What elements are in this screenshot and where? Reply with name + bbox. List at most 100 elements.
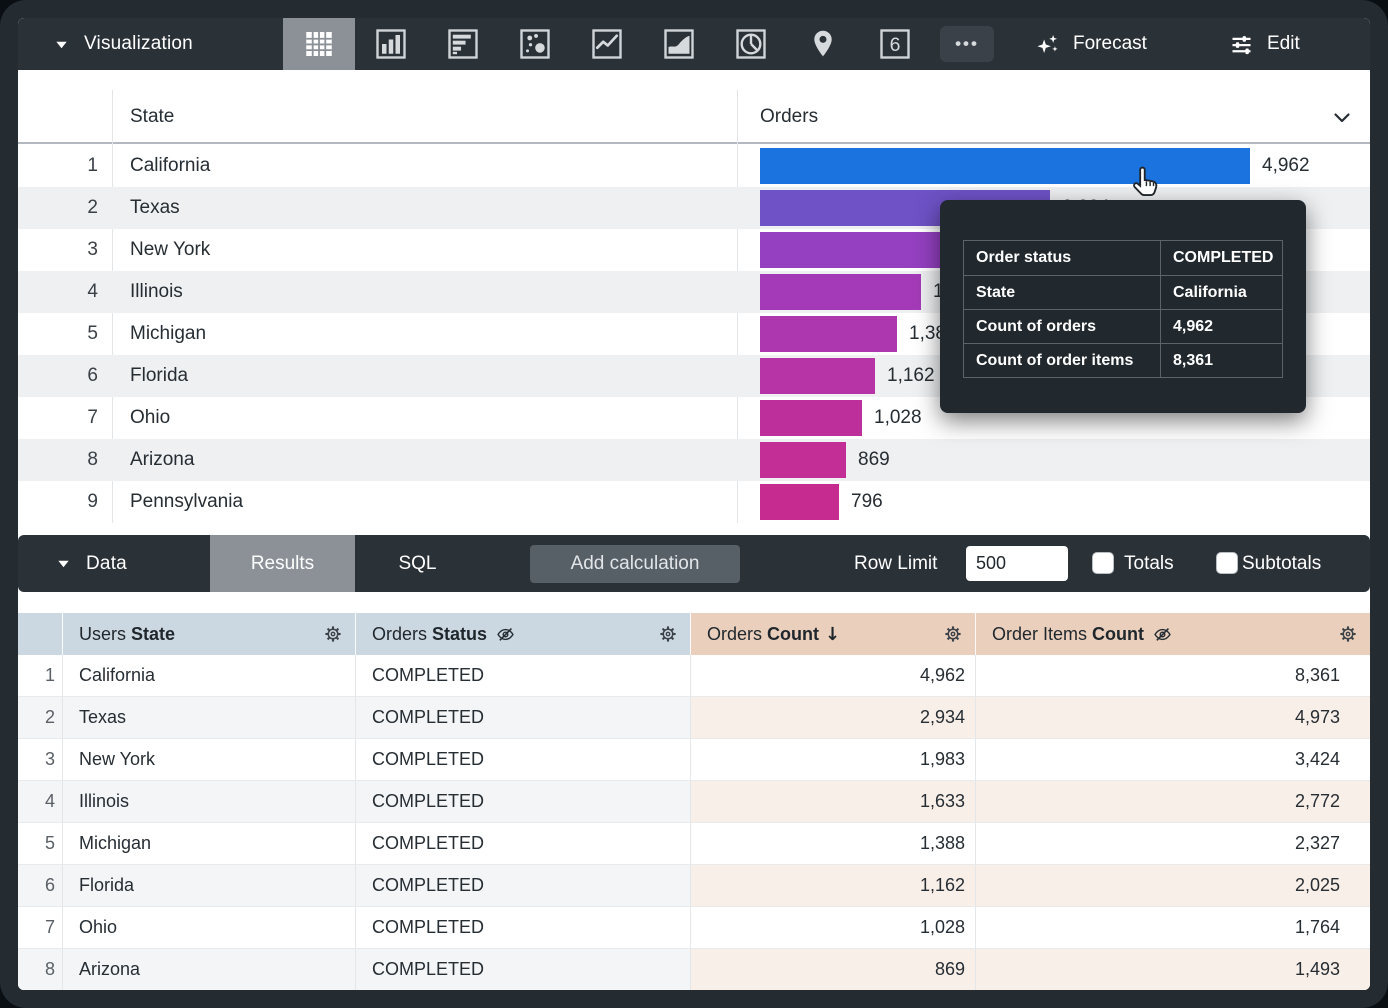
row-number: 8	[18, 949, 62, 990]
column-header-order-items-count[interactable]: Order Items Count	[975, 613, 1370, 655]
tooltip-row: State California	[964, 275, 1282, 309]
cell-orders-count: 1,028	[690, 907, 975, 949]
forecast-label: Forecast	[1073, 33, 1147, 54]
tooltip-label: State	[976, 284, 1016, 301]
state-label: Michigan	[130, 323, 207, 344]
cell-order-items-count: 8,361	[975, 655, 1370, 697]
chart-row-ohio: 7 Ohio 1,028	[18, 397, 1370, 439]
forecast-button[interactable]: Forecast	[1034, 18, 1147, 70]
row-number: 6	[87, 365, 98, 386]
add-calculation-button[interactable]: Add calculation	[530, 545, 740, 583]
visualization-panel-toggle[interactable]: Visualization	[18, 18, 193, 70]
table-row-california: 1 California COMPLETED 4,962 8,361	[18, 655, 1370, 697]
orders-bar[interactable]	[760, 232, 956, 268]
viz-tab-single-value-chart[interactable]: 6	[859, 18, 931, 70]
orders-bar[interactable]	[760, 316, 897, 352]
state-label: Florida	[130, 365, 189, 386]
header-field: Count	[1092, 623, 1145, 644]
viz-tab-area-chart[interactable]	[643, 18, 715, 70]
cell-orders-count: 1,162	[690, 865, 975, 907]
orders-bar[interactable]	[760, 148, 1250, 184]
orders-bar[interactable]	[760, 400, 862, 436]
edit-button[interactable]: Edit	[1228, 18, 1300, 70]
row-number: 2	[87, 197, 98, 218]
tooltip-row: Count of orders 4,962	[964, 309, 1282, 343]
subtotals-checkbox[interactable]	[1216, 552, 1238, 574]
data-panel-title: Data	[86, 552, 127, 574]
header-prefix: Orders	[372, 623, 428, 644]
orders-bar[interactable]	[760, 484, 839, 520]
cell-orders-status: COMPLETED	[355, 739, 690, 781]
table-row-new-york: 3 New York COMPLETED 1,983 3,424	[18, 739, 1370, 781]
cell-orders-status: COMPLETED	[355, 697, 690, 739]
viz-tab-pie-chart[interactable]	[715, 18, 787, 70]
caret-down-icon	[56, 41, 67, 48]
row-number: 3	[18, 739, 62, 781]
cell-order-items-count: 3,424	[975, 739, 1370, 781]
bar-value-label: 4,962	[1262, 155, 1310, 176]
row-number: 4	[87, 281, 98, 302]
cell-order-items-count: 1,493	[975, 949, 1370, 990]
more-options-icon: •••	[940, 26, 994, 62]
bar-value-label: 796	[851, 491, 883, 512]
header-field: Status	[432, 623, 488, 644]
table-row-texas: 2 Texas COMPLETED 2,934 4,973	[18, 697, 1370, 739]
sort-desc-arrow-icon: ↓	[825, 623, 841, 645]
chart-state-column-header: State	[130, 106, 175, 127]
pie-chart-icon	[736, 29, 766, 59]
header-prefix: Order Items	[992, 623, 1088, 644]
chart-row-arizona: 8 Arizona 869	[18, 439, 1370, 481]
cell-orders-count: 1,388	[690, 823, 975, 865]
row-number: 8	[87, 449, 98, 470]
tooltip-label: Order status	[976, 249, 1072, 266]
cell-orders-count: 869	[690, 949, 975, 990]
column-settings-gear-icon[interactable]	[322, 623, 344, 645]
svg-text:6: 6	[890, 34, 901, 56]
row-number: 7	[87, 407, 98, 428]
cell-orders-count: 2,934	[690, 697, 975, 739]
cell-users-state: California	[62, 655, 355, 697]
viz-tab-column-chart[interactable]	[355, 18, 427, 70]
state-label: Pennsylvania	[130, 491, 244, 512]
tab-results[interactable]: Results	[210, 535, 355, 592]
row-limit-input[interactable]	[966, 546, 1068, 581]
data-panel-toggle[interactable]: Data	[18, 535, 127, 592]
column-settings-gear-icon[interactable]	[942, 623, 964, 645]
tooltip-row: Count of order items 8,361	[964, 343, 1282, 377]
totals-checkbox[interactable]	[1092, 552, 1114, 574]
chart-orders-column-header: Orders	[760, 106, 819, 127]
viz-tab-map-chart[interactable]	[787, 18, 859, 70]
viz-tab-line-chart[interactable]	[571, 18, 643, 70]
viz-tab-table-chart[interactable]	[283, 18, 355, 70]
column-settings-gear-icon[interactable]	[657, 623, 679, 645]
tab-sql[interactable]: SQL	[398, 552, 437, 574]
chevron-down-icon[interactable]	[1330, 106, 1354, 130]
orders-bar[interactable]	[760, 442, 846, 478]
viz-tab-bar-chart[interactable]	[427, 18, 499, 70]
orders-bar[interactable]	[760, 274, 921, 310]
chart-row-california: 1 California 4,962	[18, 145, 1370, 187]
row-number: 6	[18, 865, 62, 907]
cell-orders-status: COMPLETED	[355, 865, 690, 907]
cell-orders-status: COMPLETED	[355, 949, 690, 990]
column-header-users-state[interactable]: Users State	[62, 613, 355, 655]
bar-value-label: 1,028	[874, 407, 922, 428]
cell-users-state: Florida	[62, 865, 355, 907]
row-number: 5	[87, 323, 98, 344]
cell-order-items-count: 4,973	[975, 697, 1370, 739]
chart-tooltip: Order status COMPLETED State California Coun…	[940, 200, 1306, 413]
orders-bar[interactable]	[760, 358, 875, 394]
viz-tab-scatter-chart[interactable]	[499, 18, 571, 70]
table-row-ohio: 7 Ohio COMPLETED 1,028 1,764	[18, 907, 1370, 949]
column-header-orders-count[interactable]: Orders Count ↓	[690, 613, 975, 655]
cell-users-state: Texas	[62, 697, 355, 739]
column-settings-gear-icon[interactable]	[1337, 623, 1359, 645]
viz-tab-more-options[interactable]: •••	[931, 18, 1003, 70]
column-header-orders-status[interactable]: Orders Status	[355, 613, 690, 655]
cell-users-state: Ohio	[62, 907, 355, 949]
cell-users-state: Illinois	[62, 781, 355, 823]
viz-type-tabs: 6 •••	[283, 18, 1003, 70]
cell-orders-status: COMPLETED	[355, 781, 690, 823]
cell-order-items-count: 2,025	[975, 865, 1370, 907]
